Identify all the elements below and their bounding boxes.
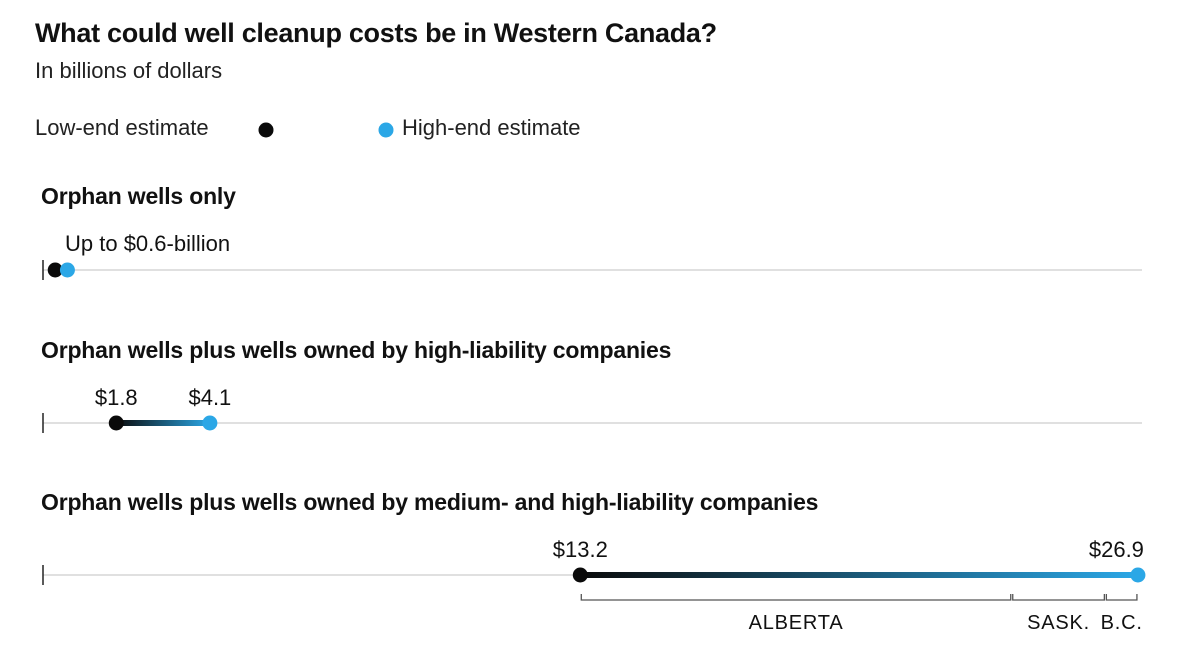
high-value-label-medium-high-liability: $26.9	[1089, 537, 1144, 562]
high-dot-orphan-only	[59, 262, 75, 278]
chart-subtitle: In billions of dollars	[35, 58, 223, 83]
bracket-label-sask: SASK.	[1027, 612, 1090, 634]
low-dot-orphan-only	[47, 262, 63, 278]
row-title-high-liability: Orphan wells plus wells owned by high-li…	[41, 337, 672, 363]
high-value-label-high-liability: $4.1	[188, 385, 231, 410]
annotation-orphan-only: Up to $0.6-billion	[65, 231, 230, 256]
low-value-label-high-liability: $1.8	[95, 385, 138, 410]
low-value-label-medium-high-liability: $13.2	[553, 537, 608, 562]
bracket-b-c	[1105, 594, 1138, 601]
row-title-medium-high-liability: Orphan wells plus wells owned by medium-…	[41, 489, 819, 515]
chart-title: What could well cleanup costs be in West…	[35, 18, 717, 48]
legend: Low-end estimate High-end estimate	[35, 112, 675, 146]
legend-high-label: High-end estimate	[402, 115, 581, 140]
row-title-orphan-only: Orphan wells only	[41, 183, 236, 209]
high-dot-high-liability	[202, 415, 218, 431]
low-dot-medium-high-liability	[572, 567, 588, 583]
low-dot-high-liability	[108, 415, 124, 431]
bracket-label-alberta: ALBERTA	[749, 612, 844, 634]
bracket-label-b-c: B.C.	[1101, 612, 1143, 634]
high-dot-medium-high-liability	[1130, 567, 1146, 583]
bracket-alberta	[580, 594, 1012, 601]
legend-high-dot	[378, 122, 394, 138]
bracket-sask	[1012, 594, 1106, 601]
legend-gradient-swatch	[258, 122, 394, 138]
legend-low-dot	[258, 122, 274, 138]
legend-low-label: Low-end estimate	[35, 115, 209, 140]
